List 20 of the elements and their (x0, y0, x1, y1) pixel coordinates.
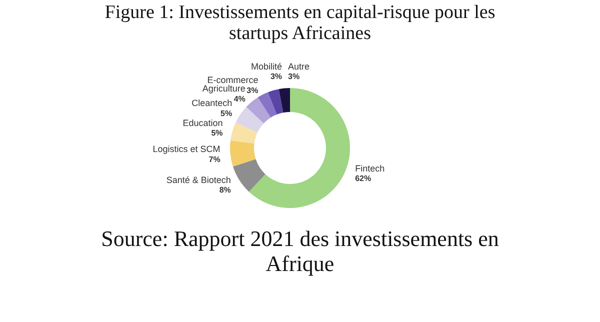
data-label: 3% (288, 72, 300, 82)
source-note: Source: Rapport 2021 des investissements en Afrique (100, 226, 500, 276)
data-label: 4% (234, 94, 246, 104)
chart-title: Figure 1: Investissements en capital-risque pour les startups Africaines (104, 2, 496, 44)
slice-label: Cleantech (192, 98, 232, 108)
slice-label: E-commerce (207, 75, 258, 86)
data-label: 3% (270, 72, 282, 82)
slice-label: Santé & Biotech (166, 174, 231, 185)
data-label: 8% (219, 186, 231, 195)
data-label: 3% (246, 86, 258, 95)
slice-label: Logistics et SCM (152, 144, 220, 154)
slice-label: Fintech (355, 163, 385, 174)
data-label: 5% (220, 108, 232, 118)
slice-label: Agriculture (202, 84, 246, 94)
data-label: 5% (211, 128, 223, 138)
slice-label: Education (182, 118, 223, 128)
data-label: 62% (355, 174, 372, 183)
slice-label: Autre (288, 61, 310, 72)
slice-label: Mobilité (250, 61, 282, 72)
data-label: 7% (208, 154, 220, 164)
